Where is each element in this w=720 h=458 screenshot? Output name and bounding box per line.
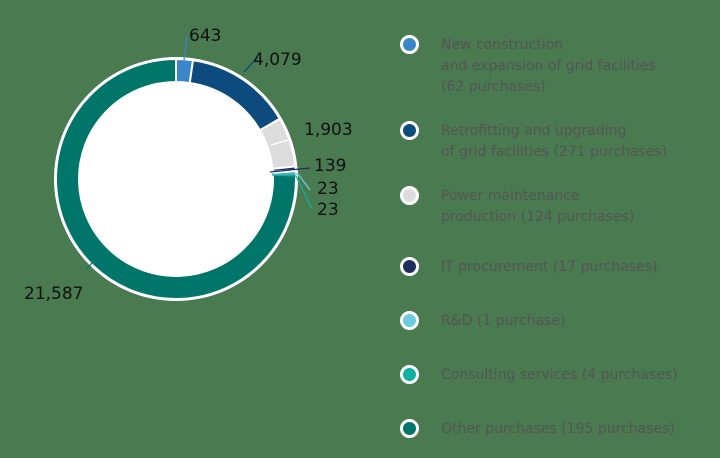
leader-line: [183, 35, 188, 61]
legend-label: R&D (1 purchase): [441, 313, 566, 329]
leader-line: [272, 173, 311, 191]
leader-line: [271, 174, 313, 210]
legend-swatch-icon: [400, 311, 419, 330]
value-label: 23: [317, 200, 339, 220]
value-label: 139: [314, 156, 347, 176]
donut-chart: [54, 35, 313, 301]
legend-item: R&D (1 purchase): [400, 311, 565, 332]
legend-swatch-icon: [400, 121, 419, 140]
legend-item: Other purchases (195 purchases): [400, 419, 675, 440]
legend-label: Power maintenance production (124 purcha…: [441, 188, 635, 225]
value-label: 21,587: [24, 284, 84, 304]
legend-item: Consulting services (4 purchases): [400, 365, 678, 386]
legend-swatch-icon: [400, 365, 419, 384]
legend-label: Retrofitting and upgrading of grid facil…: [441, 123, 668, 160]
leader-line: [270, 139, 289, 146]
legend-item: New construction and expansion of grid f…: [400, 35, 656, 98]
legend-item: IT procurement (17 purchases): [400, 257, 657, 278]
legend-swatch-icon: [400, 186, 419, 205]
legend-label: New construction and expansion of grid f…: [441, 37, 656, 95]
legend-label: IT procurement (17 purchases): [441, 259, 658, 275]
value-label: 23: [317, 179, 339, 199]
legend-item: Retrofitting and upgrading of grid facil…: [400, 121, 667, 163]
legend-label: Other purchases (195 purchases): [441, 421, 675, 437]
value-label: 4,079: [253, 50, 302, 70]
leader-line: [85, 262, 93, 271]
legend-swatch-icon: [400, 257, 419, 276]
leader-line: [243, 56, 259, 73]
legend-item: Power maintenance production (124 purcha…: [400, 186, 634, 228]
value-label: 643: [189, 26, 222, 46]
legend-swatch-icon: [400, 35, 419, 54]
legend-swatch-icon: [400, 419, 419, 438]
legend-label: Consulting services (4 purchases): [441, 367, 678, 383]
leader-line: [269, 167, 311, 173]
value-label: 1,903: [304, 120, 353, 140]
